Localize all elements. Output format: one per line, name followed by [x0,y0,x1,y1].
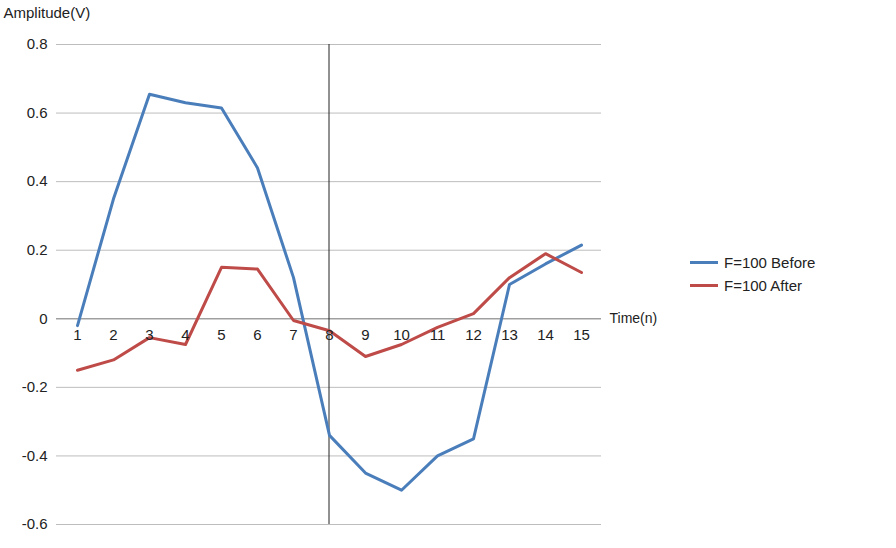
svg-text:0.8: 0.8 [27,35,48,52]
svg-text:Amplitude(V): Amplitude(V) [4,4,91,21]
svg-text:Time(n): Time(n) [610,310,658,326]
svg-text:0.6: 0.6 [27,104,48,121]
svg-text:0.2: 0.2 [27,241,48,258]
svg-text:0: 0 [39,310,47,327]
svg-text:8: 8 [325,326,333,343]
svg-text:0.4: 0.4 [27,172,48,189]
svg-text:5: 5 [217,326,225,343]
svg-text:-0.2: -0.2 [22,378,48,395]
svg-text:15: 15 [573,326,590,343]
svg-text:2: 2 [109,326,117,343]
svg-text:9: 9 [361,326,369,343]
svg-text:13: 13 [501,326,518,343]
svg-text:-0.4: -0.4 [22,447,48,464]
html-text:F=100 After: F=100 After [724,277,802,294]
svg-text:10: 10 [393,326,410,343]
svg-text:12: 12 [465,326,482,343]
svg-text:3: 3 [145,326,153,343]
svg-text:11: 11 [430,326,446,343]
svg-text:6: 6 [253,326,261,343]
svg-text:-0.6: -0.6 [22,515,48,532]
svg-text:14: 14 [537,326,554,343]
svg-text:4: 4 [181,326,189,343]
svg-text:7: 7 [289,326,297,343]
svg-text:1: 1 [73,326,81,343]
html-text:F=100 Before: F=100 Before [724,254,816,271]
